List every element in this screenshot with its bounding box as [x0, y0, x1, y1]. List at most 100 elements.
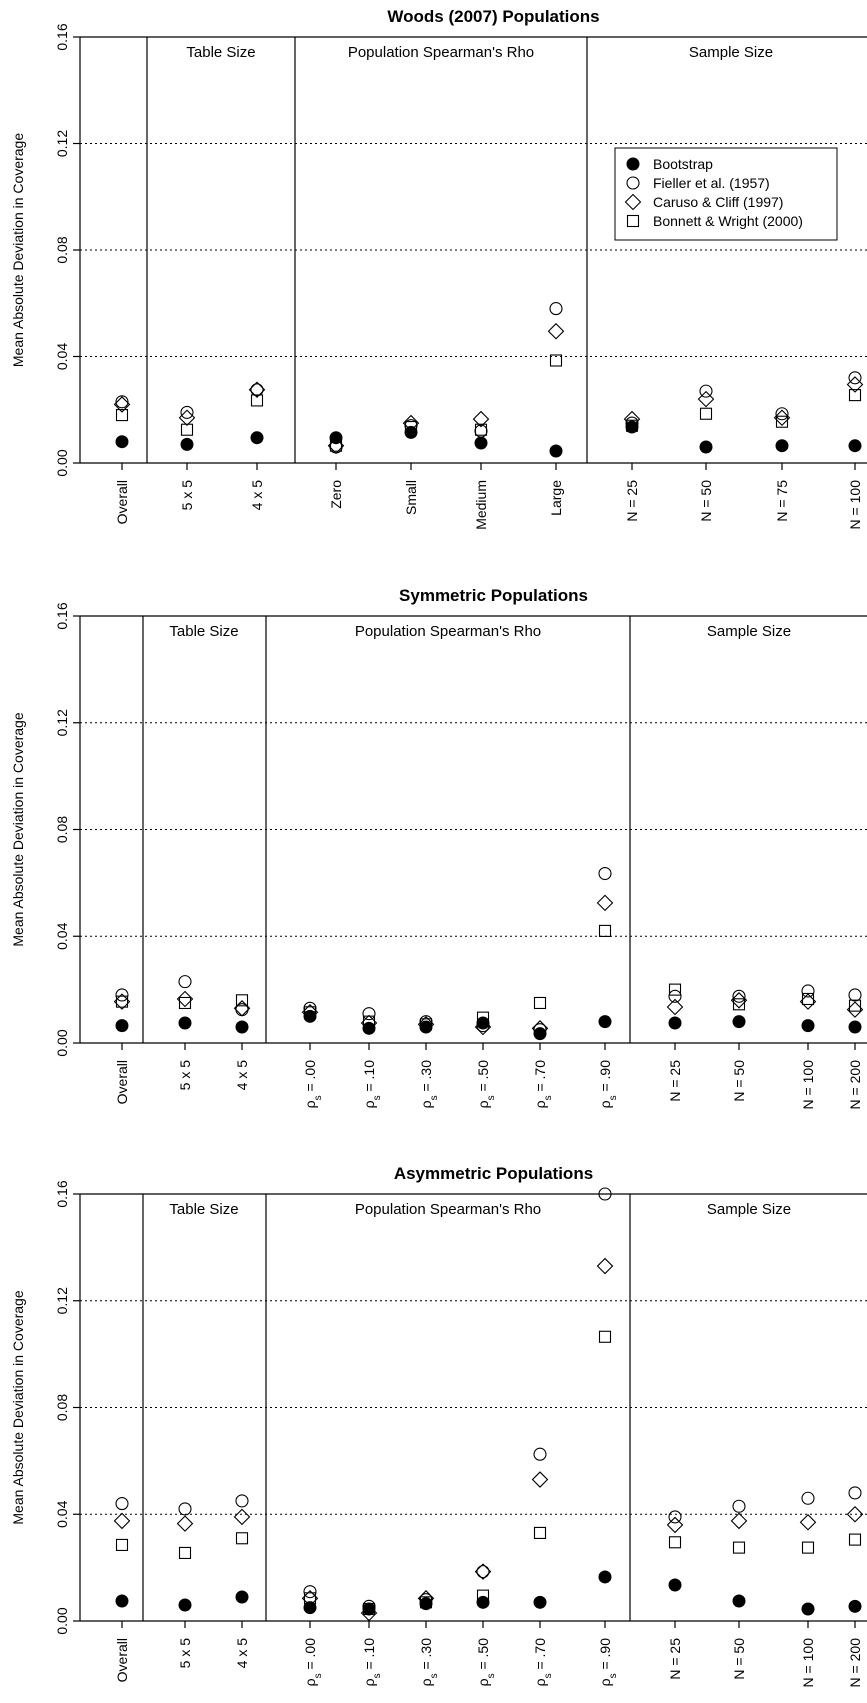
point-s3-6	[472, 410, 490, 428]
point-s3-13	[846, 1001, 864, 1018]
x-tick-label-11: N = 50	[731, 1638, 747, 1680]
series-1	[115, 1570, 862, 1616]
point-s1-5	[362, 1021, 376, 1035]
point-s2-1	[115, 988, 129, 1002]
point-s4-2	[180, 423, 194, 436]
point-s1-10	[775, 439, 789, 453]
point-s4-8	[533, 1526, 547, 1539]
point-s3-1	[113, 396, 131, 413]
point-s3-2	[176, 990, 194, 1008]
point-s2-3	[250, 383, 264, 397]
point-s4-9	[598, 924, 612, 937]
point-s4-10	[668, 983, 682, 996]
point-s3-10	[773, 409, 791, 427]
point-s3-12	[799, 1513, 817, 1531]
point-s4-9	[699, 407, 713, 420]
x-tick-label-1: Overall	[114, 1638, 130, 1682]
point-s4-1	[115, 1538, 129, 1551]
point-s1-4	[303, 1009, 317, 1023]
x-tick-label-13: N = 200	[847, 1638, 863, 1688]
x-tick-label-7: Large	[548, 480, 564, 516]
point-s2-8	[533, 1447, 547, 1461]
x-tick-label-2: 5 x 5	[177, 1060, 193, 1091]
x-tick-label-3: 4 x 5	[234, 1638, 250, 1669]
point-s4-2	[178, 996, 192, 1010]
x-tick-label-5: ρs = .10	[361, 1638, 383, 1687]
chart-panel-3: Asymmetric Populations Table Size Populati…	[10, 1164, 867, 1687]
point-s3-2	[176, 1515, 194, 1532]
y-tick-label-2: 0.04	[54, 1500, 70, 1527]
y-tick-label-3: 0.08	[54, 236, 70, 263]
point-s3-9	[697, 390, 715, 408]
point-s1-9	[598, 1570, 612, 1584]
series-4	[115, 354, 862, 452]
x-tick-label-2: 5 x 5	[177, 1638, 193, 1669]
x-tick-label-2: 5 x 5	[179, 480, 195, 511]
legend-label-1: Bootstrap	[653, 156, 713, 172]
y-tick-label-5: 0.16	[54, 23, 70, 50]
group-label-2: Population Spearman's Rho	[355, 623, 541, 640]
point-s3-11	[730, 1512, 748, 1530]
x-tick-label-3: 4 x 5	[234, 1060, 250, 1091]
x-tick-label-10: N = 75	[774, 480, 790, 522]
chart-title: Asymmetric Populations	[394, 1164, 593, 1183]
x-tick-label-4: Zero	[328, 480, 344, 509]
point-s1-7	[476, 1016, 490, 1030]
point-s4-10	[668, 1536, 682, 1549]
group-label-1: Table Size	[169, 1201, 238, 1218]
point-s1-3	[250, 431, 264, 445]
group-label-3: Sample Size	[689, 44, 773, 61]
point-s4-2	[178, 1546, 192, 1559]
x-tick-label-6: Medium	[473, 480, 489, 530]
point-s1-1	[115, 1594, 129, 1608]
y-tick-label-1: 0.00	[54, 449, 70, 476]
y-tick-label-1: 0.00	[54, 1607, 70, 1634]
point-s1-13	[848, 1020, 862, 1034]
point-s2-11	[848, 371, 862, 385]
point-s1-10	[668, 1016, 682, 1030]
series-3	[113, 322, 864, 454]
point-s4-9	[598, 1330, 612, 1343]
point-s1-1	[115, 1019, 129, 1033]
y-tick-label-3: 0.08	[54, 1394, 70, 1421]
point-s4-11	[732, 998, 746, 1011]
y-tick-label-5: 0.16	[54, 602, 70, 629]
y-tick-label-1: 0.00	[54, 1029, 70, 1056]
point-s1-4	[329, 431, 343, 445]
point-s2-9	[598, 1187, 612, 1201]
point-s1-1	[115, 435, 129, 449]
series-2	[115, 866, 862, 1037]
x-tick-label-6: ρs = .30	[418, 1060, 440, 1109]
point-s2-2	[180, 405, 194, 419]
chart-panel-2: Symmetric Populations Table Size Populatio…	[10, 586, 867, 1109]
point-s3-9	[596, 1257, 614, 1275]
group-label-3: Sample Size	[707, 623, 791, 640]
x-tick-label-6: ρs = .30	[418, 1638, 440, 1687]
point-s3-2	[178, 409, 196, 427]
y-tick-label-2: 0.04	[54, 922, 70, 949]
x-tick-label-4: ρs = .00	[302, 1638, 324, 1687]
x-tick-label-8: ρs = .70	[532, 1060, 554, 1109]
point-s2-13	[848, 1486, 862, 1500]
x-tick-label-12: N = 100	[800, 1060, 816, 1110]
x-tick-label-12: N = 100	[800, 1638, 816, 1688]
point-s2-1	[115, 395, 129, 409]
point-s4-11	[848, 389, 862, 402]
legend-marker-2	[626, 176, 640, 190]
point-s2-10	[668, 1510, 682, 1524]
point-s2-11	[732, 989, 746, 1003]
point-s1-6	[419, 1597, 433, 1611]
y-tick-label-4: 0.12	[54, 130, 70, 157]
x-tick-label-5: ρs = .10	[361, 1060, 383, 1109]
legend-label-3: Caruso & Cliff (1997)	[653, 194, 783, 210]
point-s1-13	[848, 1599, 862, 1613]
point-s4-13	[848, 1533, 862, 1546]
x-tick-label-1: Overall	[114, 1060, 130, 1104]
point-s1-9	[598, 1015, 612, 1029]
group-label-2: Population Spearman's Rho	[355, 1201, 541, 1218]
series-2	[115, 1187, 862, 1613]
chart-title: Symmetric Populations	[399, 586, 588, 605]
point-s2-10	[775, 407, 789, 421]
point-s1-9	[699, 440, 713, 454]
